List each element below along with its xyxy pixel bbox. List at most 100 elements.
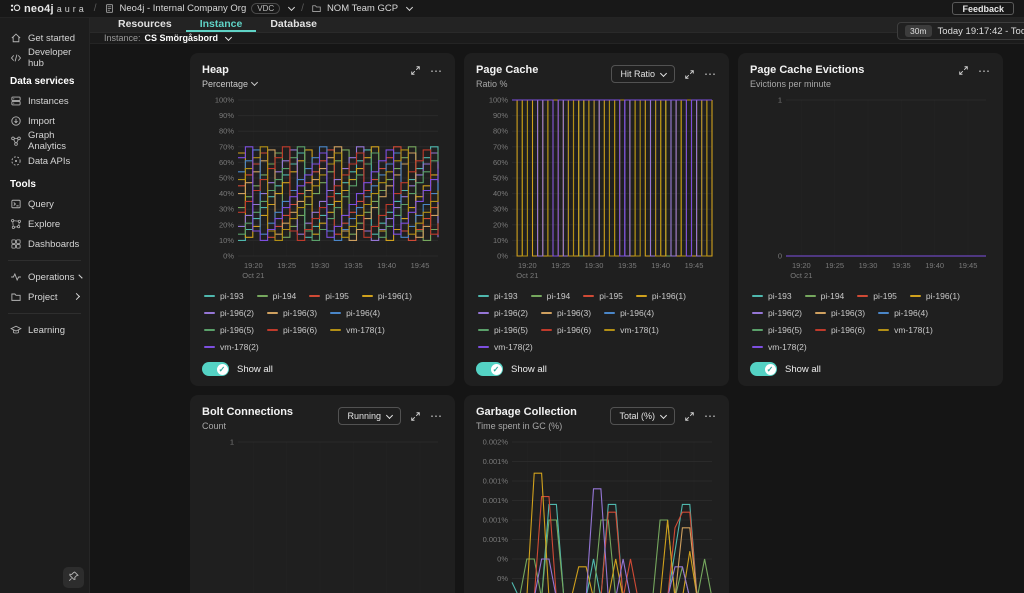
legend-item-vm-178-2[interactable]: vm-178(2) bbox=[752, 342, 807, 352]
legend-item-pi-196-1[interactable]: pi-196(1) bbox=[361, 291, 412, 301]
time-range-text: Today 19:17:42 - Today 19:47:42 bbox=[937, 25, 1024, 37]
chevron-down-icon bbox=[659, 69, 668, 77]
logo-product: aura bbox=[56, 3, 87, 14]
legend-item-pi-196-1[interactable]: pi-196(1) bbox=[635, 291, 686, 301]
sidebar-item-label: Explore bbox=[28, 218, 61, 230]
expand-icon bbox=[411, 411, 420, 421]
legend-item-pi-196-1[interactable]: pi-196(1) bbox=[909, 291, 960, 301]
pin-sidebar-button[interactable] bbox=[63, 567, 84, 588]
breadcrumb-project[interactable]: NOM Team GCP bbox=[311, 3, 414, 14]
sidebar-item-get-started[interactable]: Get started bbox=[0, 28, 89, 48]
expand-chart-button[interactable] bbox=[410, 411, 421, 422]
sidebar-item-explore[interactable]: Explore bbox=[0, 214, 89, 234]
heap-metric-dropdown[interactable]: Percentage bbox=[202, 78, 259, 89]
legend-item-pi-196-5[interactable]: pi-196(5) bbox=[752, 325, 802, 335]
garbage-collection-card: Garbage Collection Time spent in GC (%) … bbox=[464, 395, 729, 593]
legend-item-pi-194[interactable]: pi-194 bbox=[804, 291, 844, 301]
breadcrumb-separator: / bbox=[93, 3, 97, 14]
legend-item-pi-196-3[interactable]: pi-196(3) bbox=[815, 308, 865, 318]
legend-item-pi-196-2[interactable]: pi-196(2) bbox=[478, 308, 528, 318]
legend-item-pi-196-6[interactable]: pi-196(6) bbox=[815, 325, 865, 335]
breadcrumb-org[interactable]: Neo4j - Internal Company Org VDC bbox=[104, 3, 296, 14]
legend-item-pi-196-3[interactable]: pi-196(3) bbox=[267, 308, 317, 318]
legend-item-pi-196-2[interactable]: pi-196(2) bbox=[752, 308, 802, 318]
svg-text:60%: 60% bbox=[493, 158, 508, 167]
legend-item-vm-178-2[interactable]: vm-178(2) bbox=[478, 342, 533, 352]
legend-label: vm-178(1) bbox=[620, 325, 659, 335]
folder-icon bbox=[10, 291, 22, 303]
legend-swatch bbox=[478, 312, 489, 314]
document-icon bbox=[105, 4, 113, 13]
gc-metric-select[interactable]: Total (%) bbox=[610, 407, 675, 425]
show-all-toggle[interactable]: ✓ bbox=[476, 362, 503, 376]
legend-item-pi-195[interactable]: pi-195 bbox=[583, 291, 623, 301]
sidebar-item-developer-hub[interactable]: Developer hub bbox=[0, 47, 89, 69]
sidebar-item-instances[interactable]: Instances bbox=[0, 91, 89, 111]
sidebar-item-query[interactable]: Query bbox=[0, 194, 89, 214]
legend-label: pi-193 bbox=[768, 291, 792, 301]
legend-item-vm-178-1[interactable]: vm-178(1) bbox=[330, 325, 385, 335]
sidebar-item-operations[interactable]: Operations bbox=[0, 267, 89, 287]
page-cache-metric-select[interactable]: Hit Ratio bbox=[611, 65, 675, 83]
legend-item-vm-178-2[interactable]: vm-178(2) bbox=[204, 342, 259, 352]
chart-menu-button[interactable]: ⋯ bbox=[430, 409, 443, 423]
chart-title: Bolt Connections bbox=[202, 406, 294, 418]
legend-item-pi-193[interactable]: pi-193 bbox=[204, 291, 244, 301]
expand-chart-button[interactable] bbox=[958, 65, 969, 76]
chart-subtitle: Evictions per minute bbox=[750, 79, 832, 89]
legend-label: pi-196(4) bbox=[894, 308, 929, 318]
legend-item-pi-195[interactable]: pi-195 bbox=[309, 291, 349, 301]
chart-menu-button[interactable]: ⋯ bbox=[704, 409, 717, 423]
legend-item-pi-193[interactable]: pi-193 bbox=[478, 291, 518, 301]
legend-item-pi-196-4[interactable]: pi-196(4) bbox=[330, 308, 380, 318]
legend-swatch bbox=[878, 329, 890, 331]
svg-text:20%: 20% bbox=[493, 220, 508, 229]
feedback-button[interactable]: Feedback bbox=[952, 2, 1014, 15]
legend-item-pi-196-2[interactable]: pi-196(2) bbox=[204, 308, 254, 318]
chevron-down-icon bbox=[405, 3, 414, 12]
legend-swatch bbox=[604, 329, 616, 331]
svg-text:Oct 21: Oct 21 bbox=[516, 271, 538, 280]
api-icon bbox=[10, 155, 22, 167]
expand-chart-button[interactable] bbox=[410, 65, 421, 76]
legend-item-pi-194[interactable]: pi-194 bbox=[256, 291, 296, 301]
time-range-duration-badge: 30m bbox=[905, 25, 932, 37]
legend-item-pi-196-4[interactable]: pi-196(4) bbox=[878, 308, 928, 318]
tab-resources[interactable]: Resources bbox=[118, 18, 172, 30]
chart-menu-button[interactable]: ⋯ bbox=[704, 67, 717, 81]
sidebar-item-data-apis[interactable]: Data APIs bbox=[0, 151, 89, 171]
sidebar-item-import[interactable]: Import bbox=[0, 111, 89, 131]
show-all-toggle[interactable]: ✓ bbox=[202, 362, 229, 376]
sidebar-item-learning[interactable]: Learning bbox=[0, 320, 89, 340]
legend-swatch bbox=[752, 346, 763, 348]
legend-item-pi-193[interactable]: pi-193 bbox=[752, 291, 792, 301]
legend-item-pi-196-4[interactable]: pi-196(4) bbox=[604, 308, 654, 318]
bolt-metric-select[interactable]: Running bbox=[338, 407, 401, 425]
time-range-picker[interactable]: 30m Today 19:17:42 - Today 19:47:42 bbox=[897, 22, 1024, 40]
code-icon bbox=[10, 52, 22, 64]
sidebar-section-tools: Tools bbox=[10, 179, 36, 190]
tab-database[interactable]: Database bbox=[270, 18, 318, 30]
instance-selector[interactable]: Instance: CS Smörgåsbord bbox=[90, 33, 1024, 44]
legend-item-vm-178-1[interactable]: vm-178(1) bbox=[604, 325, 659, 335]
expand-chart-button[interactable] bbox=[684, 411, 695, 422]
chart-menu-button[interactable]: ⋯ bbox=[430, 63, 443, 78]
legend-item-pi-196-3[interactable]: pi-196(3) bbox=[541, 308, 591, 318]
sidebar-item-dashboards[interactable]: Dashboards bbox=[0, 234, 89, 254]
legend-item-pi-195[interactable]: pi-195 bbox=[857, 291, 897, 301]
expand-chart-button[interactable] bbox=[684, 69, 695, 80]
legend-item-pi-196-6[interactable]: pi-196(6) bbox=[267, 325, 317, 335]
legend-item-pi-194[interactable]: pi-194 bbox=[530, 291, 570, 301]
sidebar-item-project[interactable]: Project bbox=[0, 287, 89, 307]
sidebar-item-graph-analytics[interactable]: Graph Analytics bbox=[0, 130, 89, 152]
legend-item-pi-196-5[interactable]: pi-196(5) bbox=[204, 325, 254, 335]
chart-menu-button[interactable]: ⋯ bbox=[978, 63, 991, 78]
svg-text:70%: 70% bbox=[219, 142, 234, 151]
show-all-toggle[interactable]: ✓ bbox=[750, 362, 777, 376]
svg-text:20%: 20% bbox=[219, 220, 234, 229]
tab-instance[interactable]: Instance bbox=[185, 18, 257, 32]
legend-item-pi-196-6[interactable]: pi-196(6) bbox=[541, 325, 591, 335]
legend-item-pi-196-5[interactable]: pi-196(5) bbox=[478, 325, 528, 335]
legend-item-vm-178-1[interactable]: vm-178(1) bbox=[878, 325, 933, 335]
